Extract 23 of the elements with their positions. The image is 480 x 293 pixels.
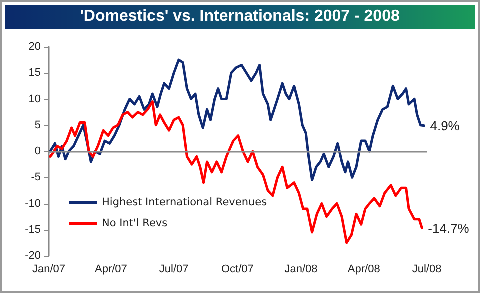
x-tick-label: Jul/07 (159, 264, 189, 276)
annotation: -14.7% (428, 220, 470, 236)
y-tick-label: 10 (28, 93, 41, 106)
y-tick-label: -10 (25, 198, 41, 210)
y-tick-label: 0 (34, 146, 41, 158)
x-tick-label: Jul/08 (412, 264, 442, 276)
y-tick-label: 5 (34, 119, 41, 132)
x-tick-label: Jan/07 (32, 264, 66, 276)
y-tick-label: -15 (25, 224, 41, 236)
y-tick-label: -20 (25, 250, 41, 262)
annotation: 4.9% (430, 118, 460, 134)
y-tick-label: 20 (28, 41, 41, 53)
legend-label: Highest International Revenues (102, 196, 268, 208)
y-tick-label: -5 (31, 172, 41, 184)
x-tick-label: Apr/07 (94, 264, 128, 276)
x-tick-label: Jan/08 (284, 264, 318, 276)
chart-title: 'Domestics' vs. Internationals: 2007 - 2008 (5, 5, 475, 29)
line-series (49, 100, 424, 244)
line-series (49, 58, 426, 182)
x-tick-label: Oct/07 (221, 264, 254, 276)
legend-label: No Int'l Revs (102, 218, 168, 230)
y-tick-label: 15 (28, 67, 41, 80)
x-tick-label: Apr/08 (348, 264, 380, 276)
